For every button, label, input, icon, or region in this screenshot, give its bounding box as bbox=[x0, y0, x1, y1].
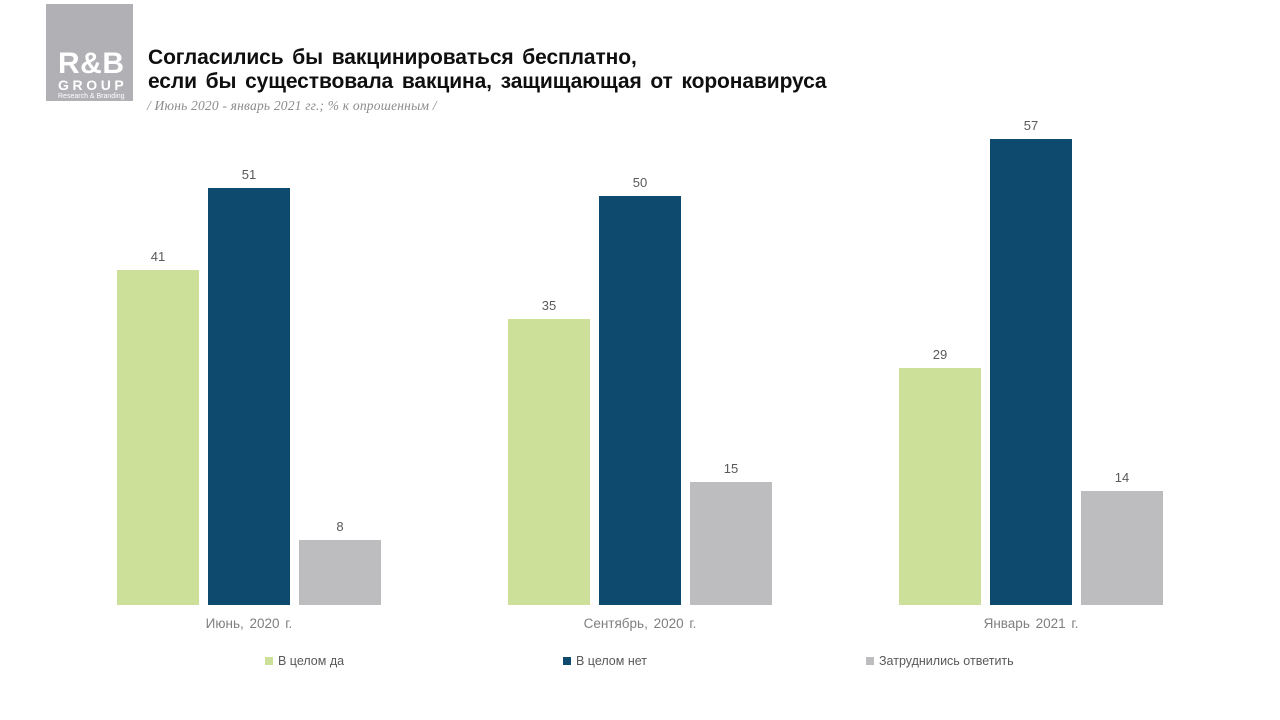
legend-swatch-icon-2 bbox=[563, 657, 571, 665]
legend-label-2: В целом нет bbox=[576, 654, 647, 668]
bar-value-series1-group1: 41 bbox=[150, 249, 166, 264]
bar-value-series2-group2: 50 bbox=[632, 175, 648, 190]
logo-subtext: Research & Branding bbox=[58, 93, 125, 100]
bar-value-series2-group1: 51 bbox=[241, 167, 257, 182]
bar-series1-group1 bbox=[117, 270, 199, 605]
category-label-group1: Июнь, 2020 г. bbox=[205, 616, 293, 631]
bar-series3-group2 bbox=[690, 482, 772, 605]
legend-swatch-icon-3 bbox=[866, 657, 874, 665]
legend-swatch-icon-1 bbox=[265, 657, 273, 665]
bar-series2-group1 bbox=[208, 188, 290, 605]
bar-series1-group2 bbox=[508, 319, 590, 605]
bar-series2-group2 bbox=[599, 196, 681, 605]
legend-item-2: В целом нет bbox=[563, 653, 647, 669]
bar-value-series1-group2: 35 bbox=[541, 298, 557, 313]
bar-value-series3-group3: 14 bbox=[1114, 470, 1130, 485]
bar-series1-group3 bbox=[899, 368, 981, 605]
bar-value-series1-group3: 29 bbox=[932, 347, 948, 362]
category-label-group3: Январь 2021 г. bbox=[983, 616, 1079, 631]
logo-group-text: GROUP bbox=[58, 77, 128, 93]
bar-value-series2-group3: 57 bbox=[1023, 118, 1039, 133]
bar-series3-group1 bbox=[299, 540, 381, 605]
bar-series3-group3 bbox=[1081, 491, 1163, 605]
chart-title: Согласились бы вакцинироваться бесплатно… bbox=[148, 46, 827, 93]
bar-value-series3-group2: 15 bbox=[723, 461, 739, 476]
legend-item-1: В целом да bbox=[265, 653, 344, 669]
rb-group-logo: R&B GROUP Research & Branding bbox=[46, 4, 133, 101]
chart-title-line2: если бы существовала вакцина, защищающая… bbox=[148, 69, 827, 93]
chart-subtitle: / Июнь 2020 - январь 2021 гг.; % к опрош… bbox=[147, 98, 437, 113]
legend-label-3: Затруднились ответить bbox=[879, 654, 1014, 668]
bar-series2-group3 bbox=[990, 139, 1072, 605]
chart-title-line1: Согласились бы вакцинироваться бесплатно… bbox=[148, 46, 637, 69]
category-label-group2: Сентябрь, 2020 г. bbox=[583, 616, 697, 631]
legend-label-1: В целом да bbox=[278, 654, 345, 668]
logo-rb-text: R&B bbox=[58, 47, 125, 80]
legend-item-3: Затруднились ответить bbox=[866, 653, 1014, 669]
bar-value-series3-group1: 8 bbox=[336, 519, 344, 534]
